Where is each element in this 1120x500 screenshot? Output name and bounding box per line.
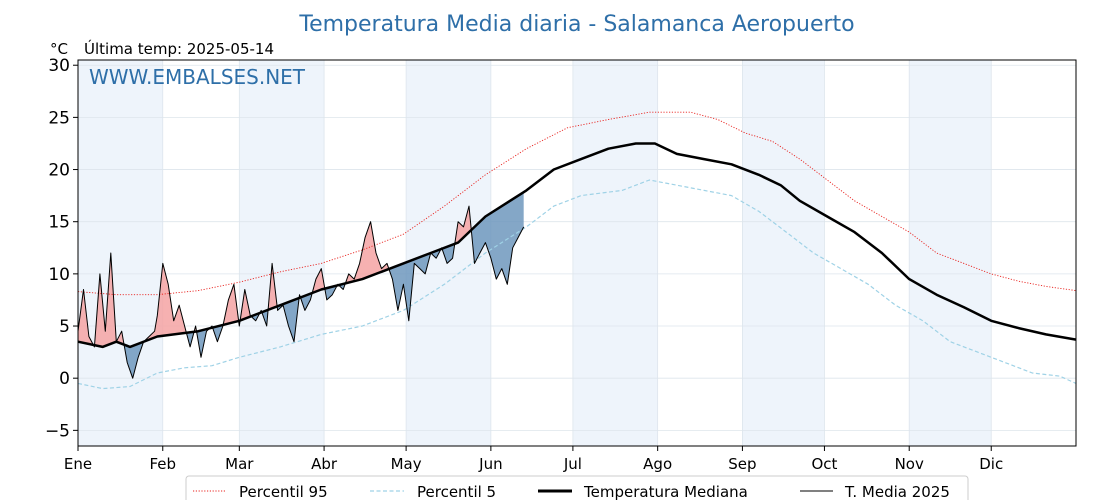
month-band-jul bbox=[572, 60, 658, 446]
anomaly-fill-above bbox=[143, 263, 187, 342]
anomaly-fill-above bbox=[455, 206, 472, 244]
x-tick-label: Mar bbox=[225, 455, 254, 473]
x-tick-label: Abr bbox=[311, 455, 338, 473]
y-tick-label: 20 bbox=[48, 161, 70, 181]
anomaly-fill-above bbox=[194, 326, 197, 334]
anomaly-fill-above bbox=[240, 289, 252, 321]
x-tick-label: Feb bbox=[149, 455, 176, 473]
y-tick-label: 0 bbox=[59, 369, 70, 389]
legend: Percentil 95 Percentil 5 Temperatura Med… bbox=[185, 475, 969, 500]
month-band-nov bbox=[909, 60, 992, 446]
y-tick-label: 10 bbox=[48, 265, 70, 285]
y-tick-label: 30 bbox=[48, 56, 70, 76]
anomaly-fill-below bbox=[389, 253, 431, 321]
y-tick-label: −5 bbox=[45, 421, 70, 441]
media-2025-line bbox=[77, 205, 525, 379]
anomaly-fill-below bbox=[339, 281, 346, 290]
legend-label-p95: Percentil 95 bbox=[239, 483, 328, 500]
anomaly-fill-below bbox=[277, 294, 300, 342]
x-tick-label: Oct bbox=[811, 455, 837, 473]
plot-frame bbox=[77, 59, 1077, 447]
y-tick-label: 25 bbox=[48, 108, 70, 128]
legend-label-p5: Percentil 5 bbox=[417, 483, 496, 500]
x-tick-label: Ene bbox=[64, 455, 92, 473]
x-tick-label: Jun bbox=[478, 455, 502, 473]
month-band-sep bbox=[742, 60, 825, 446]
x-tick-label: Sep bbox=[728, 455, 756, 473]
median-line bbox=[77, 142, 1077, 349]
month-band-mar bbox=[239, 60, 325, 446]
anomaly-fill-below bbox=[186, 331, 195, 347]
y-tick-label: 15 bbox=[48, 213, 70, 233]
x-tick-label: Nov bbox=[895, 455, 924, 473]
anomaly-fill-below bbox=[431, 249, 441, 259]
p95-line bbox=[77, 111, 1077, 296]
x-tick-label: Dic bbox=[979, 455, 1003, 473]
legend-label-median: Temperatura Mediana bbox=[583, 483, 748, 500]
anomaly-fill-below bbox=[124, 341, 144, 379]
x-tick-label: Ago bbox=[643, 455, 672, 473]
anomaly-fill-above bbox=[223, 284, 240, 327]
anomaly-fill-above bbox=[345, 221, 390, 284]
legend-label-2025: T. Media 2025 bbox=[844, 483, 950, 500]
month-bands bbox=[78, 60, 992, 446]
x-tick-label: May bbox=[391, 455, 422, 473]
x-tick-label: Jul bbox=[563, 455, 582, 473]
y-tick-label: 5 bbox=[59, 317, 70, 337]
legend-frame bbox=[185, 475, 969, 500]
unit-label: °C bbox=[50, 40, 68, 58]
x-axis-ticks: Ene Feb Mar Abr May Jun Jul Ago Sep Oct Nov Dic bbox=[64, 446, 1003, 473]
anomaly-fill-above bbox=[268, 263, 278, 311]
series-lines bbox=[77, 111, 1077, 390]
last-temp-label: Última temp: 2025-05-14 bbox=[84, 39, 274, 58]
month-band-ene bbox=[78, 60, 163, 446]
y-axis-ticks: −5 0 5 10 15 20 25 30 bbox=[45, 56, 78, 441]
p5-line bbox=[77, 179, 1077, 390]
watermark: WWW.EMBALSES.NET bbox=[89, 65, 306, 89]
chart-title: Temperatura Media diaria - Salamanca Aer… bbox=[298, 12, 854, 37]
anomaly-fill-above bbox=[95, 253, 125, 347]
